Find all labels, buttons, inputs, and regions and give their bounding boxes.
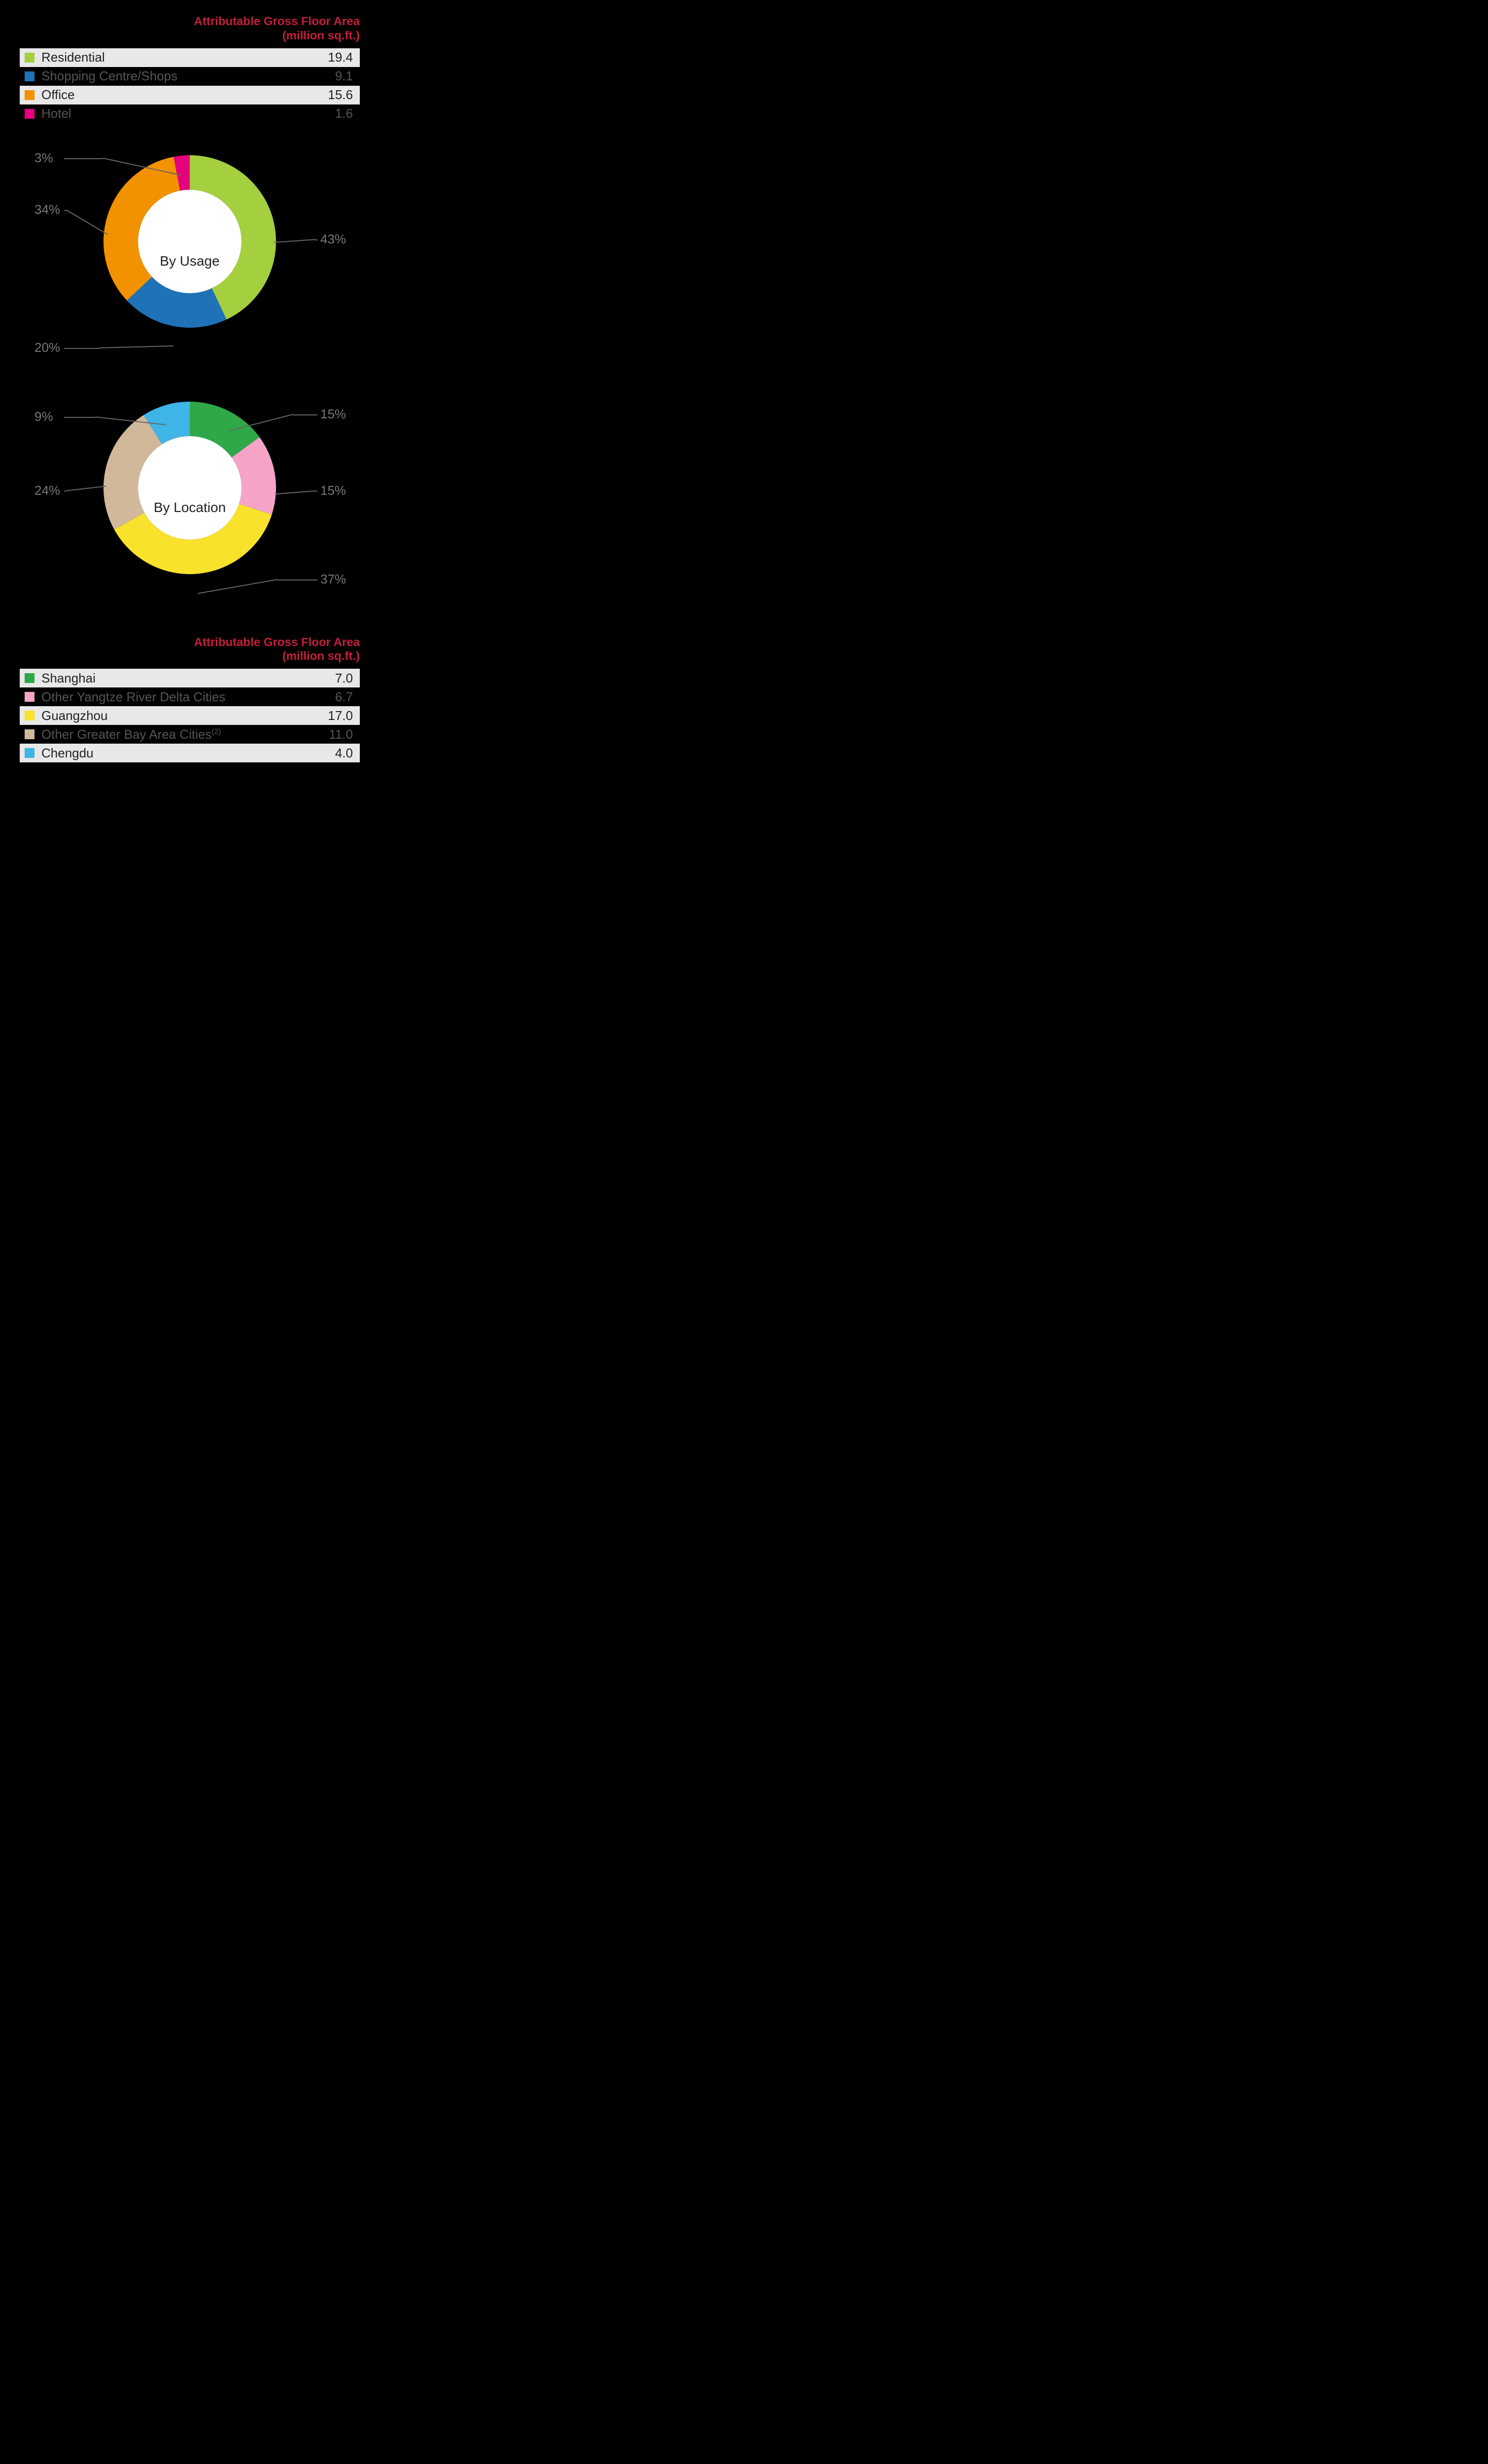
callout-diag — [103, 158, 181, 175]
callout-diag — [198, 580, 277, 593]
legend-row: Shopping Centre/Shops9.1 — [20, 67, 360, 86]
legend-label: Other Greater Bay Area Cities(2) — [39, 725, 312, 744]
legend-value: 4.0 — [312, 744, 360, 762]
legend-label: Shanghai — [39, 669, 312, 687]
callout-overlay — [20, 143, 360, 379]
callout-diag — [66, 486, 106, 491]
legend-value: 9.1 — [299, 67, 360, 86]
callout-label: 24% — [35, 483, 60, 498]
location-donut-chart: By Location 15%15%37%24%9% — [20, 389, 360, 626]
legend-value: 7.0 — [312, 669, 360, 687]
callout-label: 9% — [35, 409, 53, 424]
legend-value: 15.6 — [299, 86, 360, 104]
callout-line — [64, 210, 66, 211]
legend-value: 1.6 — [299, 104, 360, 123]
legend-swatch — [25, 729, 35, 739]
legend-swatch-cell — [20, 86, 39, 104]
legend-sup: (2) — [211, 727, 221, 736]
legend-label: Guangzhou — [39, 706, 312, 725]
legend-swatch — [25, 748, 35, 758]
legend-label: Other Yangtze River Delta Cities — [39, 687, 312, 706]
callout-line — [64, 158, 103, 159]
callout-label: 20% — [35, 340, 60, 355]
legend-value: 17.0 — [312, 706, 360, 725]
legend-row: Office15.6 — [20, 86, 360, 104]
legend-swatch — [25, 692, 35, 702]
legend-row: Hotel1.6 — [20, 104, 360, 123]
header-subtitle: (million sq.ft.) — [20, 29, 360, 43]
usage-legend-table: Residential19.4Shopping Centre/Shops9.1O… — [20, 48, 360, 123]
legend-row: Guangzhou17.0 — [20, 706, 360, 725]
legend-swatch-cell — [20, 669, 39, 687]
legend-swatch-cell — [20, 104, 39, 123]
legend-swatch-cell — [20, 744, 39, 762]
legend-swatch — [25, 71, 35, 81]
legend-swatch-cell — [20, 687, 39, 706]
legend-swatch — [25, 711, 35, 720]
callout-label: 3% — [35, 150, 53, 166]
usage-donut-chart: By Usage 43%20%34%3% — [20, 143, 360, 379]
legend-value: 19.4 — [299, 48, 360, 67]
callout-diag — [66, 210, 107, 235]
header-usage: Attributable Gross Floor Area (million s… — [20, 15, 360, 43]
header-title: Attributable Gross Floor Area — [20, 15, 360, 29]
header-title-2: Attributable Gross Floor Area — [20, 636, 360, 650]
legend-swatch-cell — [20, 67, 39, 86]
callout-line — [277, 580, 317, 581]
callout-label: 34% — [35, 202, 60, 217]
callout-diag — [275, 491, 316, 494]
legend-label: Chengdu — [39, 744, 312, 762]
header-location: Attributable Gross Floor Area (million s… — [20, 636, 360, 664]
legend-label: Residential — [39, 48, 299, 67]
callout-diag — [99, 345, 173, 347]
legend-value: 6.7 — [312, 687, 360, 706]
callout-line — [64, 491, 66, 492]
legend-value: 11.0 — [312, 725, 360, 744]
legend-label: Office — [39, 86, 299, 104]
legend-row: Residential19.4 — [20, 48, 360, 67]
location-legend-table: Shanghai7.0Other Yangtze River Delta Cit… — [20, 669, 360, 762]
legend-row: Chengdu4.0 — [20, 744, 360, 762]
legend-label: Hotel — [39, 104, 299, 123]
legend-row: Shanghai7.0 — [20, 669, 360, 687]
legend-swatch — [25, 90, 35, 100]
header-subtitle-2: (million sq.ft.) — [20, 650, 360, 664]
legend-swatch-cell — [20, 725, 39, 744]
legend-swatch — [25, 673, 35, 683]
legend-label: Shopping Centre/Shops — [39, 67, 299, 86]
legend-row: Other Greater Bay Area Cities(2)11.0 — [20, 725, 360, 744]
callout-label: 15% — [320, 483, 346, 498]
legend-swatch-cell — [20, 48, 39, 67]
callout-label: 37% — [320, 572, 346, 587]
callout-overlay — [20, 389, 360, 626]
callout-diag — [274, 240, 315, 242]
legend-row: Other Yangtze River Delta Cities6.7 — [20, 687, 360, 706]
legend-swatch — [25, 109, 35, 119]
callout-line — [316, 491, 317, 492]
callout-diag — [95, 417, 166, 425]
legend-swatch-cell — [20, 706, 39, 725]
callout-line — [64, 417, 95, 418]
callout-diag — [229, 414, 293, 431]
legend-swatch — [25, 53, 35, 63]
callout-line — [64, 348, 99, 349]
